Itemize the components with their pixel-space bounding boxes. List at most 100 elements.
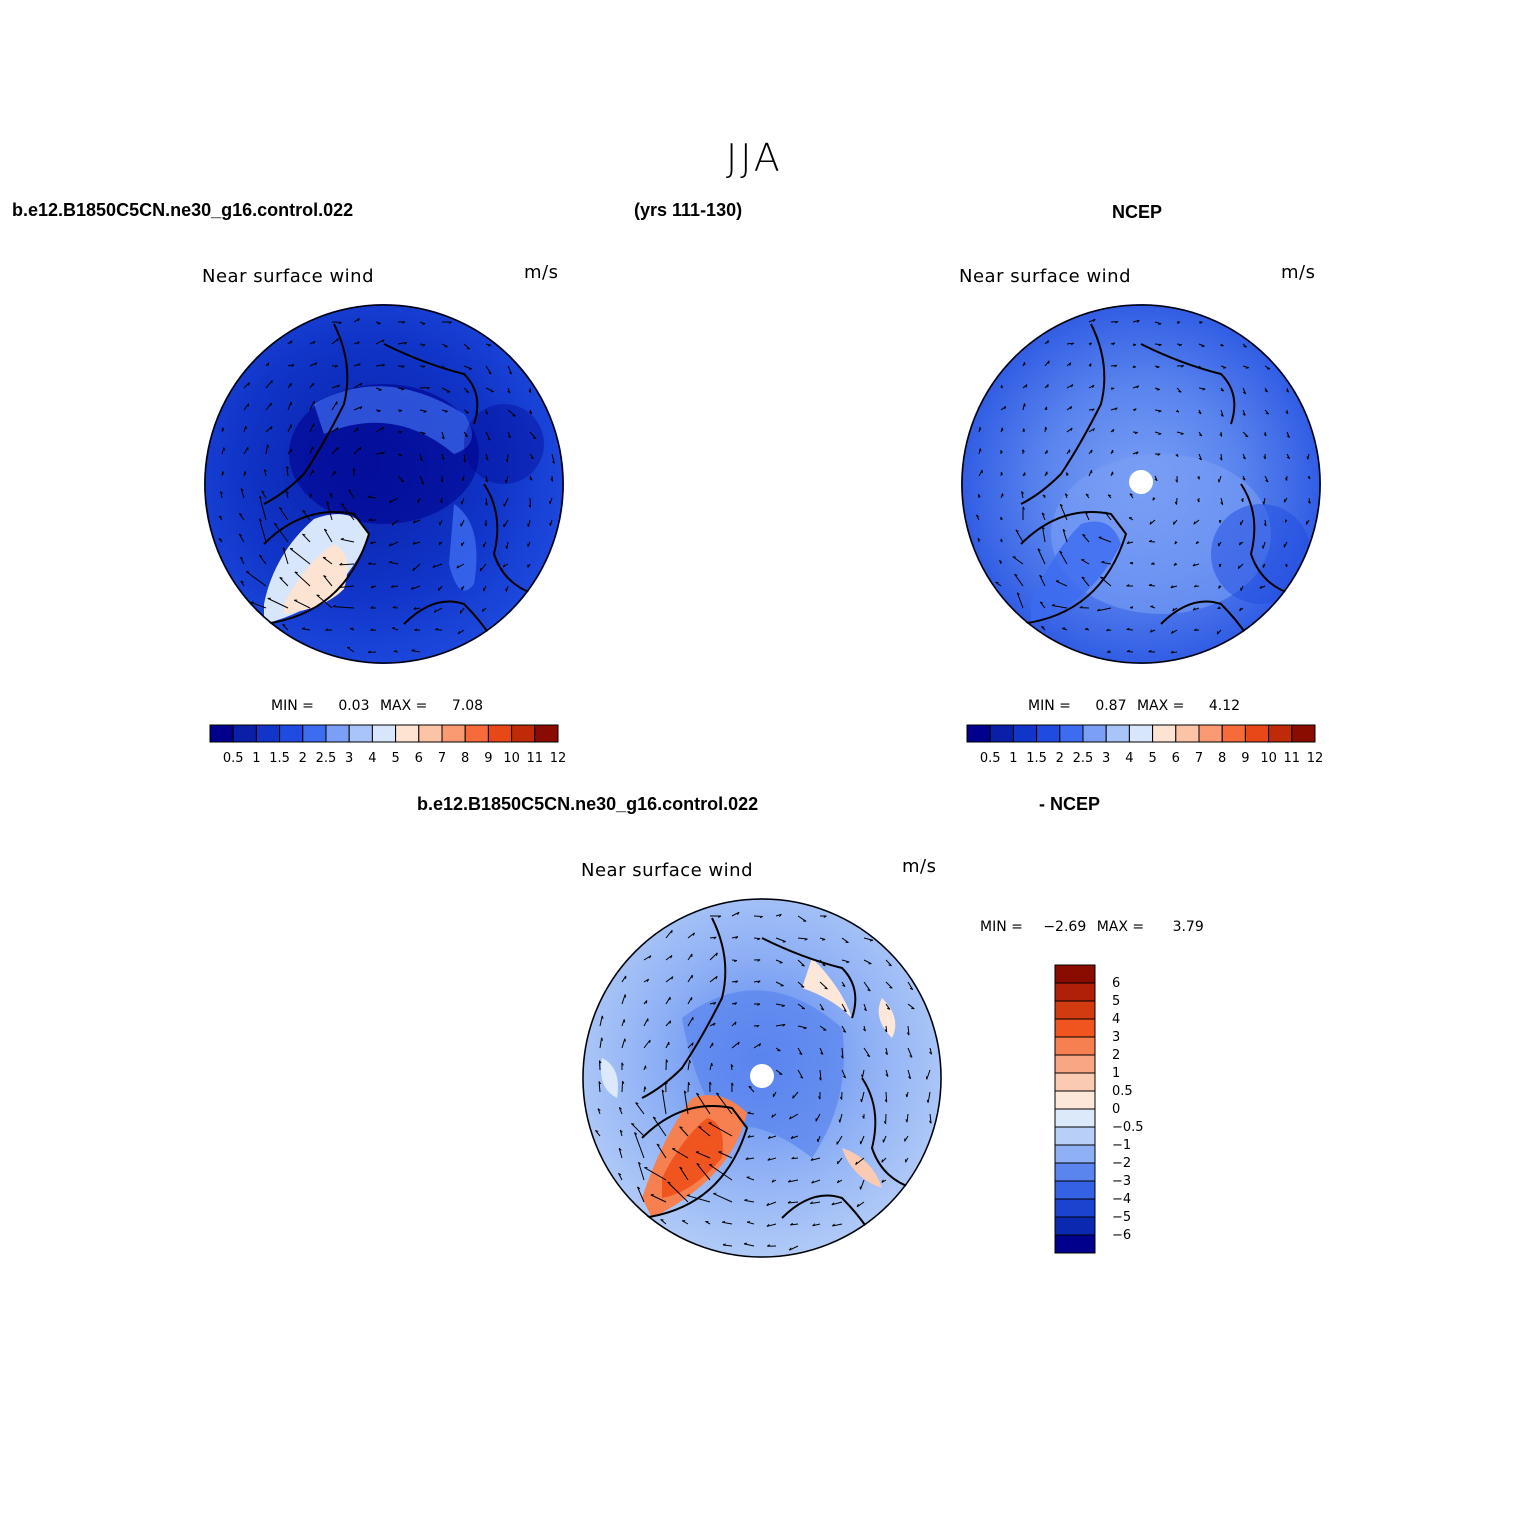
wind-vector-head — [869, 939, 873, 942]
wind-vector-arrow — [775, 937, 786, 943]
wind-vector-arrow — [282, 547, 289, 565]
wind-vector-head — [1148, 649, 1152, 653]
wind-vector-head — [1171, 630, 1174, 634]
wind-vector-head — [599, 1060, 602, 1064]
wind-vector-arrow — [621, 1019, 625, 1027]
wind-vector-head — [422, 433, 426, 435]
wind-vector-arrow — [1022, 403, 1025, 411]
wind-vector-head — [818, 1077, 822, 1081]
wind-vector-head — [822, 939, 826, 941]
wind-vector-arrow — [1066, 427, 1073, 433]
wind-vector-head — [528, 411, 532, 415]
colorbar-tick-label: 5 — [391, 751, 399, 766]
wind-vector-head — [1157, 453, 1161, 456]
wind-vector-head — [505, 479, 507, 484]
wind-vector-head — [778, 913, 782, 917]
colorbar-tick-label: 2 — [1112, 1048, 1120, 1063]
wind-vector-head — [735, 980, 739, 984]
wind-vector-arrow — [1242, 431, 1249, 438]
wind-vector-arrow — [1081, 576, 1090, 587]
colorbar-tick-label: 8 — [1218, 751, 1226, 766]
wind-vector-arrow — [709, 1062, 713, 1071]
colorbar-cell — [1221, 724, 1246, 743]
colorbar-tick-label: 3 — [345, 751, 353, 766]
wind-vector-arrow — [340, 538, 355, 543]
wind-vector-head — [282, 623, 286, 626]
wind-vector-head — [218, 538, 222, 541]
wind-vector-head — [1193, 521, 1196, 525]
wind-vector-head — [885, 1052, 888, 1055]
wind-vector-arrow — [1100, 576, 1112, 587]
wind-vector-head — [757, 980, 761, 984]
wind-vector-head — [1132, 344, 1137, 346]
colorbar-cell — [511, 724, 536, 743]
wind-vector-head — [1135, 451, 1139, 455]
wind-vector-arrow — [1264, 475, 1269, 483]
wind-vector-head — [759, 916, 763, 919]
wind-vector-head — [684, 1090, 687, 1094]
wind-vector-arrow — [665, 976, 674, 983]
wind-vector-arrow — [665, 1020, 671, 1027]
colorbar-diff: 6 5 4 3 2 1 0.5 0 −0.5 −1 −2 −3 −4 −5 −6 — [1054, 964, 1144, 1254]
colorbar-tick-label: −5 — [1112, 1210, 1131, 1225]
wind-vector-head — [310, 493, 313, 497]
wind-vector-head — [1136, 319, 1140, 323]
wind-vector-arrow — [598, 1060, 601, 1071]
wind-vector-head — [1241, 498, 1244, 503]
wind-vector-arrow — [1088, 469, 1093, 477]
wind-vector-head — [1245, 435, 1249, 438]
wind-vector-arrow — [323, 528, 333, 543]
wind-vector-arrow — [698, 1126, 711, 1137]
wind-vector-arrow — [1062, 529, 1068, 543]
years-label: (yrs 111-130) — [634, 200, 743, 220]
wind-vector-arrow — [696, 1092, 711, 1115]
wind-vector-arrow — [245, 571, 267, 587]
wind-vector-arrow — [485, 497, 488, 506]
wind-vector-head — [336, 447, 339, 451]
wind-vector-head — [842, 1075, 846, 1079]
wind-vector-arrow — [885, 981, 893, 989]
wind-vector-head — [507, 390, 511, 394]
wind-vector-arrow — [679, 1126, 689, 1137]
wind-vector-head — [737, 911, 740, 916]
wind-vector-head — [1259, 585, 1263, 589]
wind-vector-head — [823, 915, 827, 918]
wind-vector-arrow — [775, 1069, 783, 1075]
wind-vector-arrow — [790, 1135, 799, 1139]
wind-vector-head — [818, 1096, 821, 1100]
colorbar-tick-label: 9 — [484, 751, 492, 766]
wind-vector-head — [789, 1116, 792, 1120]
wind-vector-head — [279, 507, 283, 510]
wind-vector-head — [461, 477, 464, 481]
wind-vector-head — [399, 430, 403, 434]
wind-vector-head — [713, 1002, 717, 1005]
panel-diff-units: m/s — [902, 856, 937, 877]
wind-vector-arrow — [1081, 559, 1090, 565]
wind-vector-arrow — [1110, 407, 1118, 411]
wind-vector-arrow — [797, 1069, 804, 1079]
wind-vector-head — [715, 976, 718, 980]
colorbar-cell — [1054, 1108, 1096, 1128]
wind-vector-arrow — [1084, 511, 1090, 521]
wind-vector-arrow — [240, 488, 245, 499]
wind-vector-arrow — [1218, 475, 1222, 483]
wind-vector-arrow — [709, 1164, 733, 1181]
colorbar-cell — [1175, 724, 1200, 743]
wind-vector-arrow — [722, 1221, 733, 1225]
wind-vector-head — [479, 568, 482, 572]
wind-vector-head — [549, 500, 551, 504]
wind-vector-head — [1126, 541, 1130, 544]
wind-vector-arrow — [1171, 629, 1178, 634]
wind-vector-head — [1059, 550, 1063, 554]
wind-vector-arrow — [797, 937, 808, 940]
wind-vector-head — [1150, 562, 1155, 565]
wind-vector-head — [1178, 390, 1182, 393]
wind-vector-head — [1106, 628, 1110, 632]
colorbar-cell — [441, 724, 466, 743]
colorbar-tick-label: 2 — [1056, 751, 1064, 766]
wind-vector-head — [618, 1172, 622, 1176]
wind-vector-head — [1041, 626, 1045, 628]
wind-vector-head — [368, 518, 372, 521]
wind-vector-arrow — [301, 628, 311, 631]
wind-vector-arrow — [713, 1193, 733, 1203]
